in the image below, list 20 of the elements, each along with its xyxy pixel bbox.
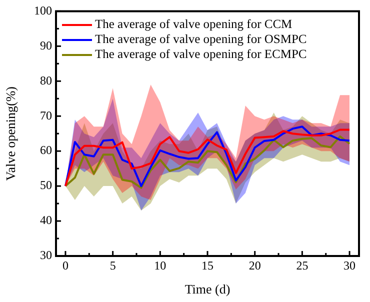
x-tick-label: 0 — [62, 258, 68, 272]
x-tick-label: 15 — [202, 258, 214, 272]
y-tick-label: 90 — [40, 38, 52, 52]
x-tick-label: 5 — [110, 258, 116, 272]
x-tick-label: 30 — [344, 258, 356, 272]
y-tick-label: 30 — [40, 248, 52, 262]
y-tick-label: 50 — [40, 178, 52, 192]
x-tick-label: 25 — [296, 258, 308, 272]
x-tick-label: 20 — [248, 258, 261, 272]
y-tick-label: 80 — [40, 73, 52, 88]
legend-label: The average of valve opening for CCM — [95, 17, 292, 32]
y-tick-label: 70 — [40, 108, 52, 122]
legend-label: The average of valve opening for ECMPC — [95, 47, 307, 62]
x-axis-title: Time (d) — [184, 282, 230, 297]
legend-label: The average of valve opening for OSMPC — [95, 32, 307, 48]
y-tick-label: 60 — [40, 143, 52, 158]
y-tick-label: 100 — [34, 3, 52, 18]
y-axis-title: Valve opening(%) — [3, 86, 18, 181]
y-tick-label: 40 — [40, 213, 52, 228]
x-tick-label: 10 — [154, 258, 166, 272]
